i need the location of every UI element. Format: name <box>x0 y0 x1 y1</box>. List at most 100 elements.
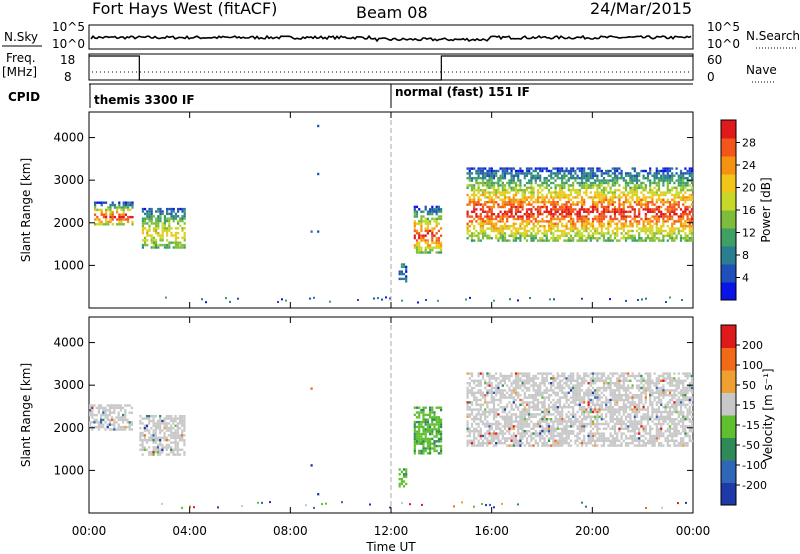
data-cell <box>495 379 498 382</box>
data-cell <box>572 425 575 428</box>
data-cell <box>512 174 515 177</box>
data-cell <box>602 384 606 387</box>
data-cell <box>117 423 120 426</box>
data-cell <box>541 444 544 447</box>
data-cell <box>587 434 590 438</box>
data-cell <box>492 437 496 440</box>
data-cell <box>554 401 557 404</box>
data-cell <box>517 227 520 230</box>
data-cell <box>552 382 555 385</box>
data-cell <box>413 442 416 445</box>
data-cell <box>660 225 663 228</box>
data-cell <box>558 398 562 402</box>
data-cell <box>501 213 504 216</box>
data-cell <box>97 406 100 410</box>
data-cell <box>686 213 689 216</box>
data-cell <box>587 208 590 211</box>
data-cell <box>596 227 599 230</box>
data-cell <box>550 177 553 180</box>
data-cell <box>517 377 520 380</box>
data-cell <box>624 442 628 445</box>
data-cell <box>585 237 588 240</box>
data-cell <box>642 430 645 433</box>
data-cell <box>655 222 658 225</box>
data-cell <box>541 382 544 385</box>
data-cell <box>532 174 535 177</box>
data-cell <box>510 215 513 218</box>
data-cell <box>613 184 617 187</box>
data-cell <box>521 201 524 204</box>
data-cell <box>528 181 531 185</box>
data-cell <box>563 215 566 218</box>
data-cell <box>545 193 548 197</box>
data-cell <box>596 386 599 390</box>
data-cell <box>528 179 531 182</box>
data-cell <box>583 422 586 426</box>
data-cell <box>660 169 663 173</box>
data-cell <box>152 236 155 240</box>
data-cell <box>591 422 595 426</box>
data-cell <box>618 201 621 204</box>
data-cell <box>484 234 487 237</box>
data-cell <box>152 436 155 439</box>
data-cell <box>517 177 520 180</box>
data-cell <box>616 372 619 375</box>
data-cell <box>580 186 584 189</box>
data-cell <box>174 415 177 418</box>
data-cell <box>576 167 579 170</box>
data-cell <box>497 389 500 392</box>
data-cell <box>569 234 573 237</box>
data-cell <box>495 193 498 197</box>
data-cell <box>433 440 436 443</box>
data-cell <box>486 196 489 199</box>
data-cell <box>651 193 654 197</box>
data-cell <box>519 398 522 402</box>
data-cell <box>473 217 476 221</box>
data-cell <box>144 236 147 240</box>
data-cell <box>166 246 169 249</box>
data-cell <box>545 186 548 189</box>
data-cell <box>547 179 551 182</box>
data-cell <box>561 396 564 399</box>
data-cell <box>183 246 186 249</box>
data-cell <box>611 410 614 414</box>
data-cell <box>508 234 511 237</box>
data-cell <box>607 425 610 428</box>
data-cell <box>618 391 621 394</box>
data-cell <box>673 201 676 204</box>
data-cell <box>556 391 559 394</box>
data-cell <box>662 174 665 177</box>
data-cell <box>521 189 524 192</box>
data-cell <box>572 237 575 240</box>
data-cell <box>609 444 612 447</box>
data-cell <box>591 374 595 378</box>
data-cell <box>613 191 617 194</box>
data-cell <box>646 418 650 421</box>
data-cell <box>161 229 164 232</box>
data-cell <box>653 217 656 221</box>
data-cell <box>616 179 619 182</box>
data-cell <box>495 377 498 380</box>
data-cell <box>466 222 469 225</box>
data-cell <box>402 277 406 281</box>
data-cell <box>598 217 601 221</box>
data-cell <box>433 217 436 221</box>
data-cell <box>563 432 566 435</box>
data-cell <box>398 482 401 486</box>
data-cell <box>499 391 502 394</box>
data-cell <box>620 213 623 216</box>
data-cell <box>631 408 634 411</box>
data-cell <box>488 382 491 385</box>
data-cell <box>512 389 515 392</box>
data-cell <box>682 237 685 240</box>
data-cell <box>550 389 553 392</box>
data-cell <box>431 232 434 235</box>
data-cell <box>521 372 524 375</box>
data-cell <box>495 225 498 228</box>
data-cell <box>684 210 687 213</box>
data-cell <box>589 177 592 180</box>
data-cell <box>569 184 573 187</box>
data-cell <box>541 394 544 397</box>
data-cell <box>605 413 608 416</box>
